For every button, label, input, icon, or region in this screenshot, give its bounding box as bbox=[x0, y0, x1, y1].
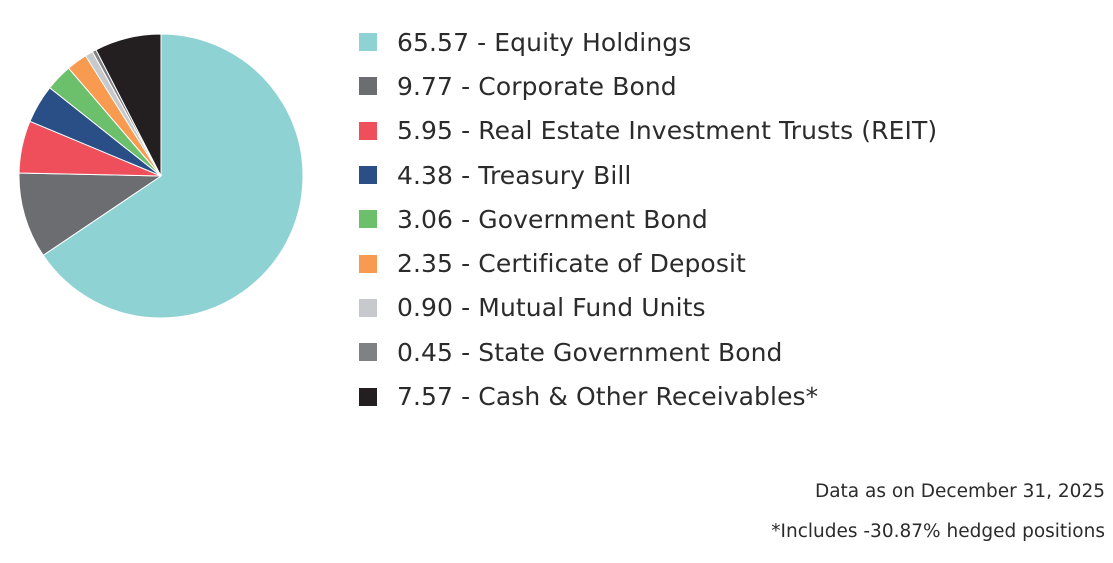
legend-item-corporate-bond: 9.77 - Corporate Bond bbox=[359, 64, 937, 108]
legend-swatch bbox=[359, 343, 377, 362]
legend-label: 3.06 - Government Bond bbox=[397, 204, 708, 234]
legend-swatch bbox=[359, 121, 377, 140]
legend-label: 5.95 - Real Estate Investment Trusts (RE… bbox=[397, 116, 938, 146]
legend-item-certificate-of-deposit: 2.35 - Certificate of Deposit bbox=[359, 241, 937, 285]
legend-item-cash-other-receivables: 7.57 - Cash & Other Receivables* bbox=[359, 374, 937, 418]
legend-swatch bbox=[359, 387, 377, 406]
legend-label: 65.57 - Equity Holdings bbox=[397, 27, 692, 57]
legend-label: 0.90 - Mutual Fund Units bbox=[397, 293, 706, 323]
pie-chart bbox=[18, 33, 304, 319]
data-date-note: Data as on December 31, 2025 bbox=[814, 481, 1105, 502]
pie-slice-equity-holdings bbox=[42, 33, 304, 319]
legend-item-state-government-bond: 0.45 - State Government Bond bbox=[359, 330, 937, 374]
pie-slice-corporate-bond bbox=[18, 172, 163, 256]
legend-item-equity-holdings: 65.57 - Equity Holdings bbox=[359, 20, 937, 64]
legend-swatch bbox=[359, 254, 377, 273]
legend-swatch bbox=[359, 33, 377, 52]
legend-item-reit: 5.95 - Real Estate Investment Trusts (RE… bbox=[359, 109, 937, 153]
legend-swatch bbox=[359, 77, 377, 96]
hedged-positions-note: *Includes -30.87% hedged positions bbox=[771, 521, 1105, 542]
chart-legend: 65.57 - Equity Holdings 9.77 - Corporate… bbox=[359, 20, 937, 419]
legend-swatch bbox=[359, 298, 377, 317]
legend-label: 4.38 - Treasury Bill bbox=[397, 160, 632, 190]
pie-slice-cash-other-receivables bbox=[95, 33, 162, 177]
legend-item-treasury-bill: 4.38 - Treasury Bill bbox=[359, 153, 937, 197]
legend-swatch bbox=[359, 166, 377, 185]
legend-label: 2.35 - Certificate of Deposit bbox=[397, 249, 746, 279]
legend-label: 9.77 - Corporate Bond bbox=[397, 71, 677, 101]
legend-swatch bbox=[359, 210, 377, 229]
legend-label: 0.45 - State Government Bond bbox=[397, 337, 783, 367]
legend-label: 7.57 - Cash & Other Receivables* bbox=[397, 382, 819, 412]
legend-item-government-bond: 3.06 - Government Bond bbox=[359, 197, 937, 241]
legend-item-mutual-fund-units: 0.90 - Mutual Fund Units bbox=[359, 286, 937, 330]
